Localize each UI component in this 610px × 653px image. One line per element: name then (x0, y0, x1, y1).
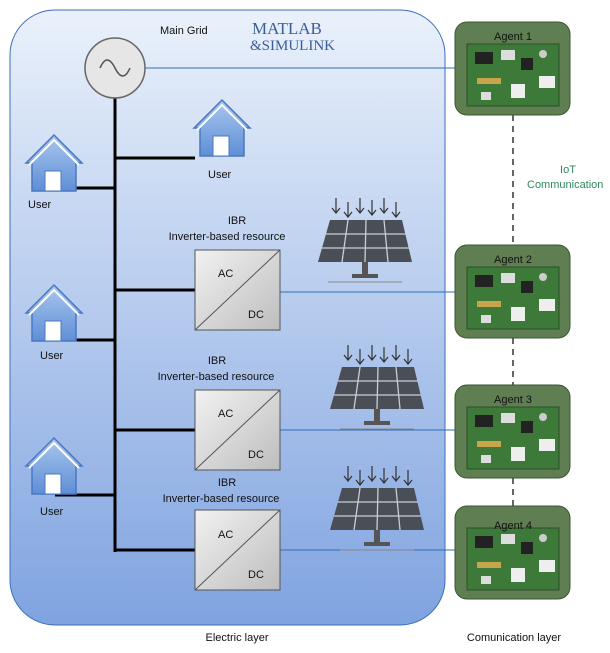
dc-label: DC (248, 449, 264, 461)
layer-label: Comunication layer (467, 632, 561, 644)
ac-label: AC (218, 268, 233, 280)
iot-label: IoT (560, 164, 576, 176)
ac-label: AC (218, 529, 233, 541)
ibr-subtitle: Inverter-based resource (163, 493, 280, 505)
diagram: Main Grid MATLAB &SIMULINK User User Use… (0, 0, 610, 648)
layer-label: Electric layer (206, 632, 269, 644)
agent-label: Agent 4 (494, 520, 532, 532)
dc-label: DC (248, 569, 264, 581)
agent-label: Agent 1 (494, 31, 532, 43)
ibr-title: IBR (208, 355, 226, 367)
ibr-subtitle: Inverter-based resource (169, 231, 286, 243)
logo-line-2: &SIMULINK (250, 38, 335, 54)
ibr-title: IBR (218, 477, 236, 489)
user-label: User (208, 169, 232, 181)
iot-label: Communication (527, 179, 603, 191)
ac-label: AC (218, 408, 233, 420)
logo-line-1: MATLAB (252, 19, 322, 38)
user-label: User (40, 350, 64, 362)
ibr-title: IBR (228, 215, 246, 227)
agent-label: Agent 2 (494, 254, 532, 266)
page: {"electric_layer": {"label": "Electric l… (0, 0, 610, 648)
user-label: User (28, 199, 52, 211)
main-grid-label: Main Grid (160, 25, 208, 37)
ibr-subtitle: Inverter-based resource (158, 371, 275, 383)
dc-label: DC (248, 309, 264, 321)
agent-label: Agent 3 (494, 394, 532, 406)
user-label: User (40, 506, 64, 518)
